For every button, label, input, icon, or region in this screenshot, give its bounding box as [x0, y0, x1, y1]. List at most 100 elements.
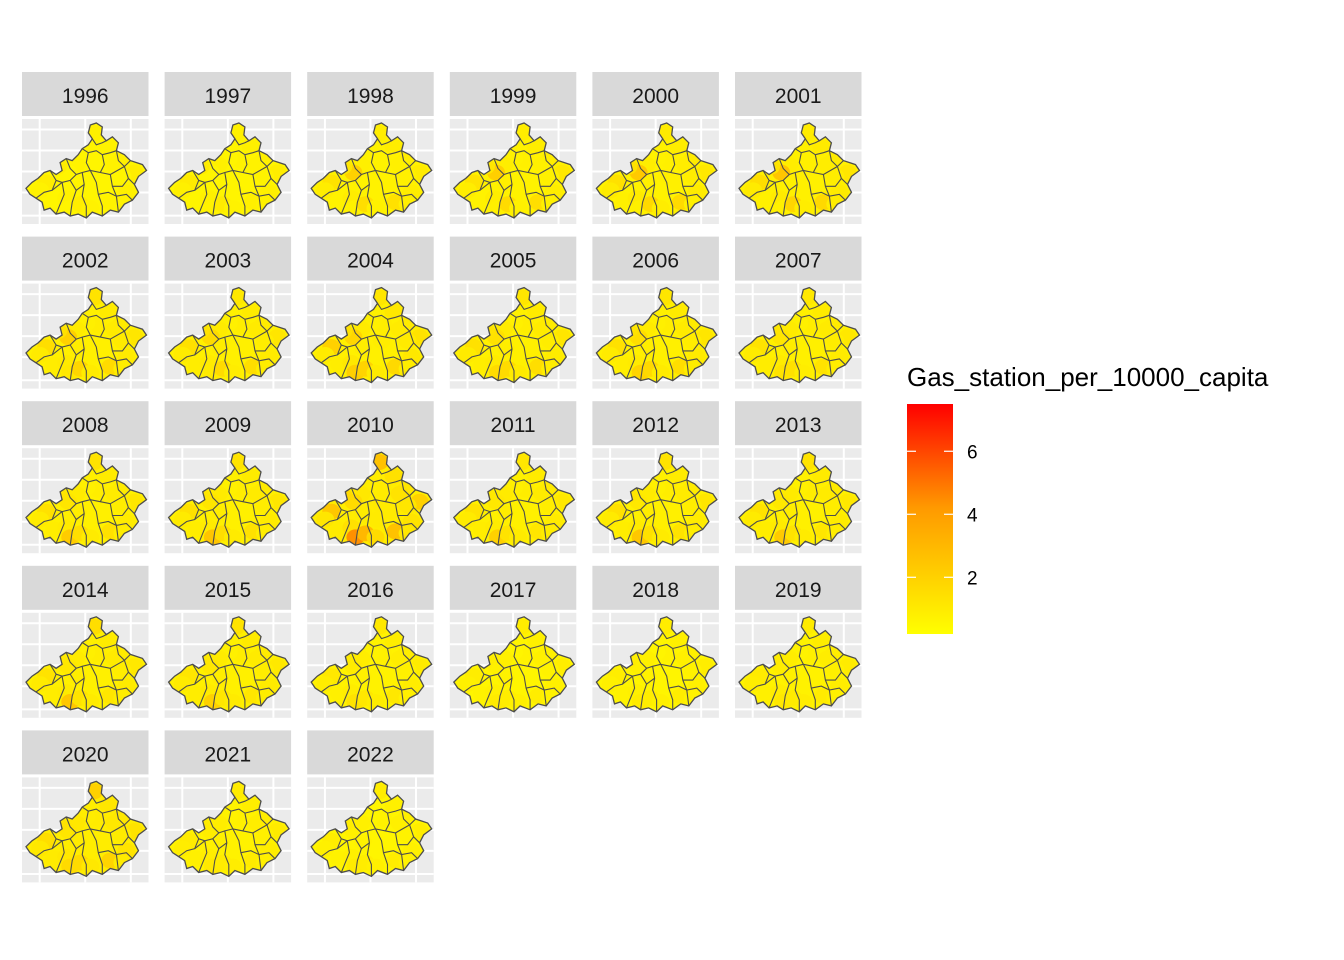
- district-border: [198, 676, 208, 709]
- district-border: [804, 632, 820, 640]
- facet-panel: 1997: [164, 72, 292, 224]
- district-border: [782, 180, 790, 217]
- facet-panel: 2005: [449, 236, 577, 389]
- district-border: [81, 501, 87, 548]
- district-border: [503, 677, 513, 685]
- district-region: [384, 797, 403, 813]
- facet-panel: 2016: [307, 565, 434, 718]
- facet-grid: 1996 1997 1998 1999 2000 2001 2002 2003 2004 2005…: [22, 72, 862, 883]
- district-border: [656, 317, 662, 336]
- district-border: [640, 344, 648, 381]
- district-border: [65, 322, 125, 340]
- district-border: [194, 346, 206, 356]
- district-border: [224, 477, 246, 485]
- district-border: [748, 509, 770, 528]
- facet-strip: [22, 401, 149, 446]
- district-region: [316, 347, 335, 363]
- district-border: [55, 182, 65, 215]
- map-outline: [738, 122, 861, 219]
- map-outline: [738, 286, 861, 384]
- facet-strip: [735, 236, 862, 281]
- district-border: [85, 810, 91, 830]
- district-border: [636, 322, 696, 340]
- district-border: [115, 315, 131, 332]
- district-region: [545, 184, 564, 201]
- district-border: [748, 673, 770, 693]
- district-region: [241, 468, 260, 484]
- district-border: [625, 182, 636, 215]
- district-border: [394, 832, 405, 871]
- district-region: [402, 678, 421, 694]
- district-border: [672, 479, 687, 485]
- district-border: [672, 314, 687, 320]
- district-border: [81, 830, 87, 877]
- district-border: [640, 673, 648, 710]
- district-region: [687, 349, 706, 365]
- district-border: [340, 511, 350, 544]
- district-border: [497, 673, 505, 710]
- district-border: [794, 477, 816, 485]
- district-border: [367, 806, 388, 814]
- facet-strip: [164, 565, 292, 610]
- district-border: [109, 174, 119, 213]
- district-border: [519, 303, 535, 311]
- facet-label: 2007: [775, 250, 822, 273]
- district-border: [112, 342, 129, 352]
- district-border: [680, 668, 690, 706]
- facet-strip: [22, 730, 149, 775]
- district-border: [370, 317, 376, 336]
- map-outline: [25, 616, 148, 713]
- district-border: [228, 317, 234, 336]
- facet-label: 2013: [775, 414, 822, 437]
- district-region: [458, 182, 477, 199]
- district-region: [260, 678, 278, 694]
- district-border: [51, 840, 63, 850]
- district-border: [798, 152, 804, 171]
- district-border: [115, 808, 131, 826]
- district-border: [682, 178, 700, 187]
- district-border: [622, 181, 633, 191]
- district-border: [240, 685, 276, 695]
- district-border: [397, 507, 415, 517]
- district-region: [99, 797, 118, 813]
- district-region: [384, 138, 403, 155]
- district-border: [463, 509, 485, 528]
- district-border: [75, 842, 85, 850]
- district-region: [69, 834, 88, 851]
- district-border: [503, 513, 513, 520]
- district-border: [98, 520, 133, 530]
- district-cells: [31, 124, 144, 217]
- district-border: [483, 511, 493, 544]
- district-border: [815, 150, 830, 156]
- district-border: [81, 477, 103, 485]
- district-border: [529, 150, 545, 156]
- district-border: [636, 652, 696, 669]
- district-region: [31, 840, 50, 857]
- district-border: [812, 648, 818, 667]
- district-border: [782, 673, 790, 710]
- district-border: [385, 648, 391, 667]
- district-border: [85, 481, 91, 500]
- district-border: [85, 646, 91, 665]
- district-region: [744, 347, 763, 363]
- district-border: [509, 172, 515, 218]
- facet-strip: [592, 401, 719, 446]
- district-border: [682, 507, 700, 517]
- district-border: [646, 513, 655, 520]
- district-border: [768, 676, 778, 709]
- district-border: [81, 806, 103, 814]
- district-border: [336, 346, 348, 356]
- map-outline: [310, 122, 433, 219]
- district-border: [224, 148, 246, 156]
- district-border: [252, 174, 262, 213]
- district-border: [81, 642, 103, 649]
- district-border: [258, 479, 274, 497]
- district-region: [527, 468, 546, 484]
- district-border: [652, 666, 658, 712]
- district-border: [81, 148, 103, 156]
- legend-ticks: 2 4 6: [907, 442, 978, 589]
- district-border: [69, 838, 77, 875]
- district-border: [513, 152, 519, 171]
- district-border: [109, 339, 119, 377]
- district-border: [686, 150, 702, 168]
